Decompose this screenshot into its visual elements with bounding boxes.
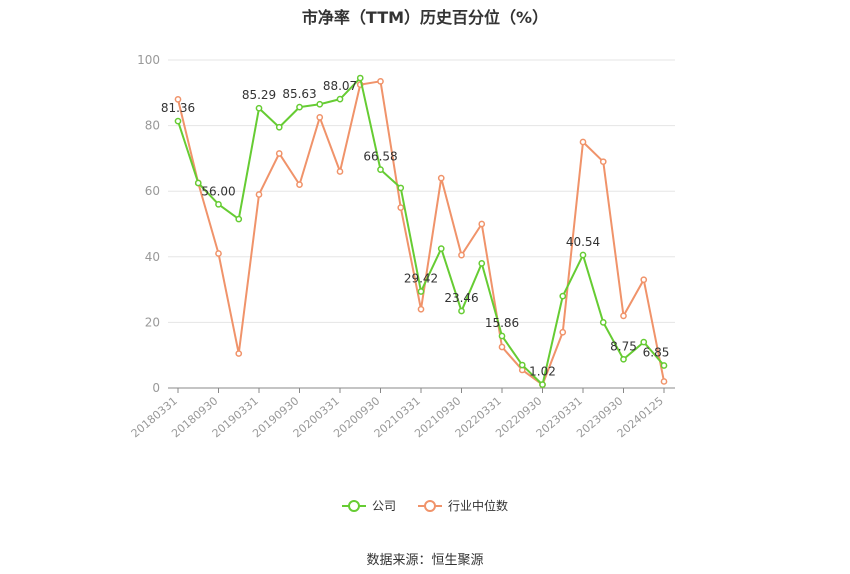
data-label: 8.75	[610, 339, 637, 353]
point-company	[458, 307, 465, 315]
point-company	[599, 319, 607, 326]
y-tick-label: 20	[145, 315, 160, 329]
point-industry	[377, 77, 384, 85]
point-industry	[235, 350, 243, 357]
data-label: 29.42	[404, 272, 438, 286]
legend: 公司 行业中位数	[0, 497, 850, 514]
legend-industry-label: 行业中位数	[448, 499, 509, 513]
point-industry	[579, 138, 587, 146]
legend-company-marker	[341, 499, 366, 513]
point-industry	[478, 220, 486, 228]
point-company	[498, 332, 506, 340]
point-industry	[599, 158, 607, 166]
point-company	[579, 251, 587, 259]
point-industry	[275, 150, 283, 157]
point-industry	[174, 96, 182, 103]
legend-company-label: 公司	[371, 499, 396, 513]
point-industry	[397, 204, 405, 211]
point-industry	[215, 250, 222, 257]
data-label: 85.63	[282, 87, 316, 101]
legend-item-industry[interactable]: 行业中位数	[418, 497, 508, 514]
point-company	[356, 74, 364, 82]
point-company	[316, 100, 324, 108]
point-company	[660, 362, 668, 369]
series-line-company	[177, 77, 665, 386]
data-label: 6.85	[643, 346, 670, 360]
point-company	[397, 184, 405, 192]
point-company	[620, 355, 627, 363]
point-industry	[255, 191, 263, 198]
data-label: 66.58	[363, 150, 397, 164]
point-company	[417, 288, 425, 295]
y-tick-label: 0	[152, 381, 160, 395]
point-industry	[559, 328, 567, 336]
point-industry	[498, 343, 506, 351]
legend-item-company[interactable]: 公司	[341, 497, 396, 514]
data-source: 数据来源：恒生聚源	[366, 553, 484, 568]
point-company	[640, 338, 648, 346]
point-company	[478, 260, 486, 267]
point-company	[559, 292, 567, 300]
point-company	[437, 245, 445, 252]
data-label: 15.86	[485, 316, 519, 330]
point-company	[215, 200, 222, 208]
data-label: 40.54	[566, 235, 600, 249]
legend-industry-marker	[418, 499, 442, 513]
line-chart: 0204060801002018033120180930201903312019…	[129, 53, 675, 440]
point-company	[194, 179, 202, 187]
point-industry	[437, 174, 445, 182]
data-label: 23.46	[444, 291, 478, 305]
data-label: 81.36	[161, 101, 195, 115]
y-tick-label: 100	[137, 53, 160, 67]
point-company	[174, 117, 182, 125]
data-label: 85.29	[242, 88, 276, 102]
data-label: 56.00	[201, 184, 235, 198]
point-industry	[660, 378, 668, 385]
point-industry	[336, 168, 344, 175]
data-label: 88.07	[323, 79, 357, 93]
data-label: 1.02	[529, 365, 556, 379]
point-company	[296, 103, 303, 111]
chart-title: 市净率（TTM）历史百分位（%）	[301, 8, 549, 27]
point-company	[539, 381, 546, 389]
point-industry	[640, 276, 648, 284]
point-company	[377, 166, 384, 173]
series-line-industry	[177, 80, 665, 386]
point-company	[255, 104, 263, 112]
point-company	[235, 215, 243, 223]
y-tick-label: 60	[145, 184, 160, 198]
point-industry	[296, 181, 303, 188]
point-industry	[620, 312, 627, 320]
point-industry	[316, 114, 324, 121]
point-industry	[417, 305, 425, 313]
series-layer	[174, 74, 668, 389]
point-company	[275, 123, 283, 131]
point-industry	[458, 251, 465, 259]
y-tick-label: 80	[145, 119, 160, 133]
point-company	[518, 361, 526, 369]
grid-lines	[168, 59, 675, 323]
data-labels: 81.36 56.00 85.29 85.63 88.07 66.58 29.42 23.46…	[161, 79, 670, 379]
point-company	[336, 95, 344, 103]
y-tick-label: 40	[145, 250, 160, 264]
